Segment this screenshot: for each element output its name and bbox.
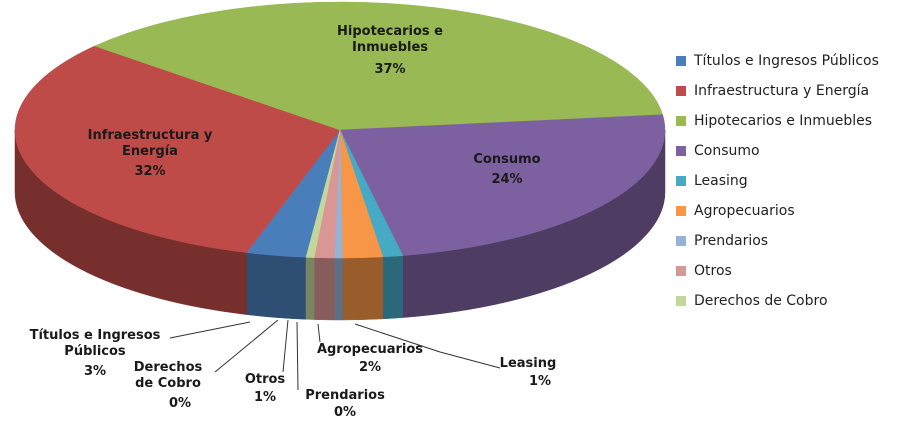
legend-label: Derechos de Cobro: [694, 293, 828, 309]
slice: [14, 45, 341, 253]
leader-line: [282, 319, 289, 373]
legend-swatch: [676, 296, 686, 306]
leader-line: [296, 321, 299, 391]
legend-label: Prendarios: [694, 233, 769, 249]
slice-side: [313, 257, 335, 321]
legend-swatch: [676, 206, 686, 216]
data-label: Hipotecarios e Inmuebles: [337, 24, 443, 55]
leader-line: [354, 323, 501, 369]
legend-swatch: [676, 176, 686, 186]
legend-label: Consumo: [694, 143, 760, 159]
legend-label: Agropecuarios: [694, 203, 795, 219]
legend-item: Consumo: [676, 136, 879, 166]
legend-swatch: [676, 146, 686, 156]
leader-lines: [169, 319, 501, 391]
data-label: Prendarios: [305, 388, 385, 403]
legend-swatch: [676, 266, 686, 276]
data-value-label: 1%: [253, 390, 277, 405]
data-label: Leasing: [499, 356, 557, 371]
legend-swatch: [676, 236, 686, 246]
slice-side: [334, 257, 343, 321]
legend: Títulos e Ingresos Públicos Infraestructu…: [676, 46, 879, 316]
legend-label: Infraestructura y Energía: [694, 83, 870, 99]
leader-line: [214, 319, 279, 373]
legend-item: Infraestructura y Energía: [676, 76, 879, 106]
legend-item: Hipotecarios e Inmuebles: [676, 106, 879, 136]
legend-item: Agropecuarios: [676, 196, 879, 226]
slice-side: [246, 252, 307, 320]
slice-side: [382, 255, 404, 320]
legend-label: Títulos e Ingresos Públicos: [694, 53, 879, 69]
data-label: Consumo: [473, 152, 541, 167]
data-label: Infraestructura y Energía: [87, 128, 213, 159]
data-label: Derechos de Cobro: [133, 360, 203, 391]
legend-label: Hipotecarios e Inmuebles: [694, 113, 873, 129]
tops: [14, 1, 666, 259]
leader-line: [317, 323, 321, 343]
data-label: Agropecuarios: [316, 342, 424, 357]
legend-item: Leasing: [676, 166, 879, 196]
legend-swatch: [676, 56, 686, 66]
data-value-label: 2%: [358, 360, 382, 375]
legend-item: Otros: [676, 256, 879, 286]
data-value-label: 24%: [491, 172, 523, 187]
legend-swatch: [676, 86, 686, 96]
data-label: Otros: [244, 372, 286, 387]
data-value-label: 0%: [168, 396, 192, 411]
data-value-label: 0%: [333, 405, 357, 420]
data-label: Títulos e Ingresos Públicos: [29, 328, 161, 359]
slice: [305, 129, 341, 258]
leader-line: [169, 321, 251, 339]
legend-swatch: [676, 116, 686, 126]
slice-side: [342, 256, 384, 321]
data-value-label: 37%: [374, 62, 406, 77]
legend-label: Leasing: [694, 173, 748, 189]
data-value-label: 1%: [528, 374, 552, 389]
legend-item: Títulos e Ingresos Públicos: [676, 46, 879, 76]
data-value-label: 3%: [83, 364, 107, 379]
data-value-label: 32%: [134, 164, 166, 179]
slice-side: [305, 257, 315, 320]
slice: [94, 1, 664, 131]
legend-label: Otros: [694, 263, 732, 279]
slice: [339, 114, 666, 256]
legend-item: Prendarios: [676, 226, 879, 256]
legend-item: Derechos de Cobro: [676, 286, 879, 316]
